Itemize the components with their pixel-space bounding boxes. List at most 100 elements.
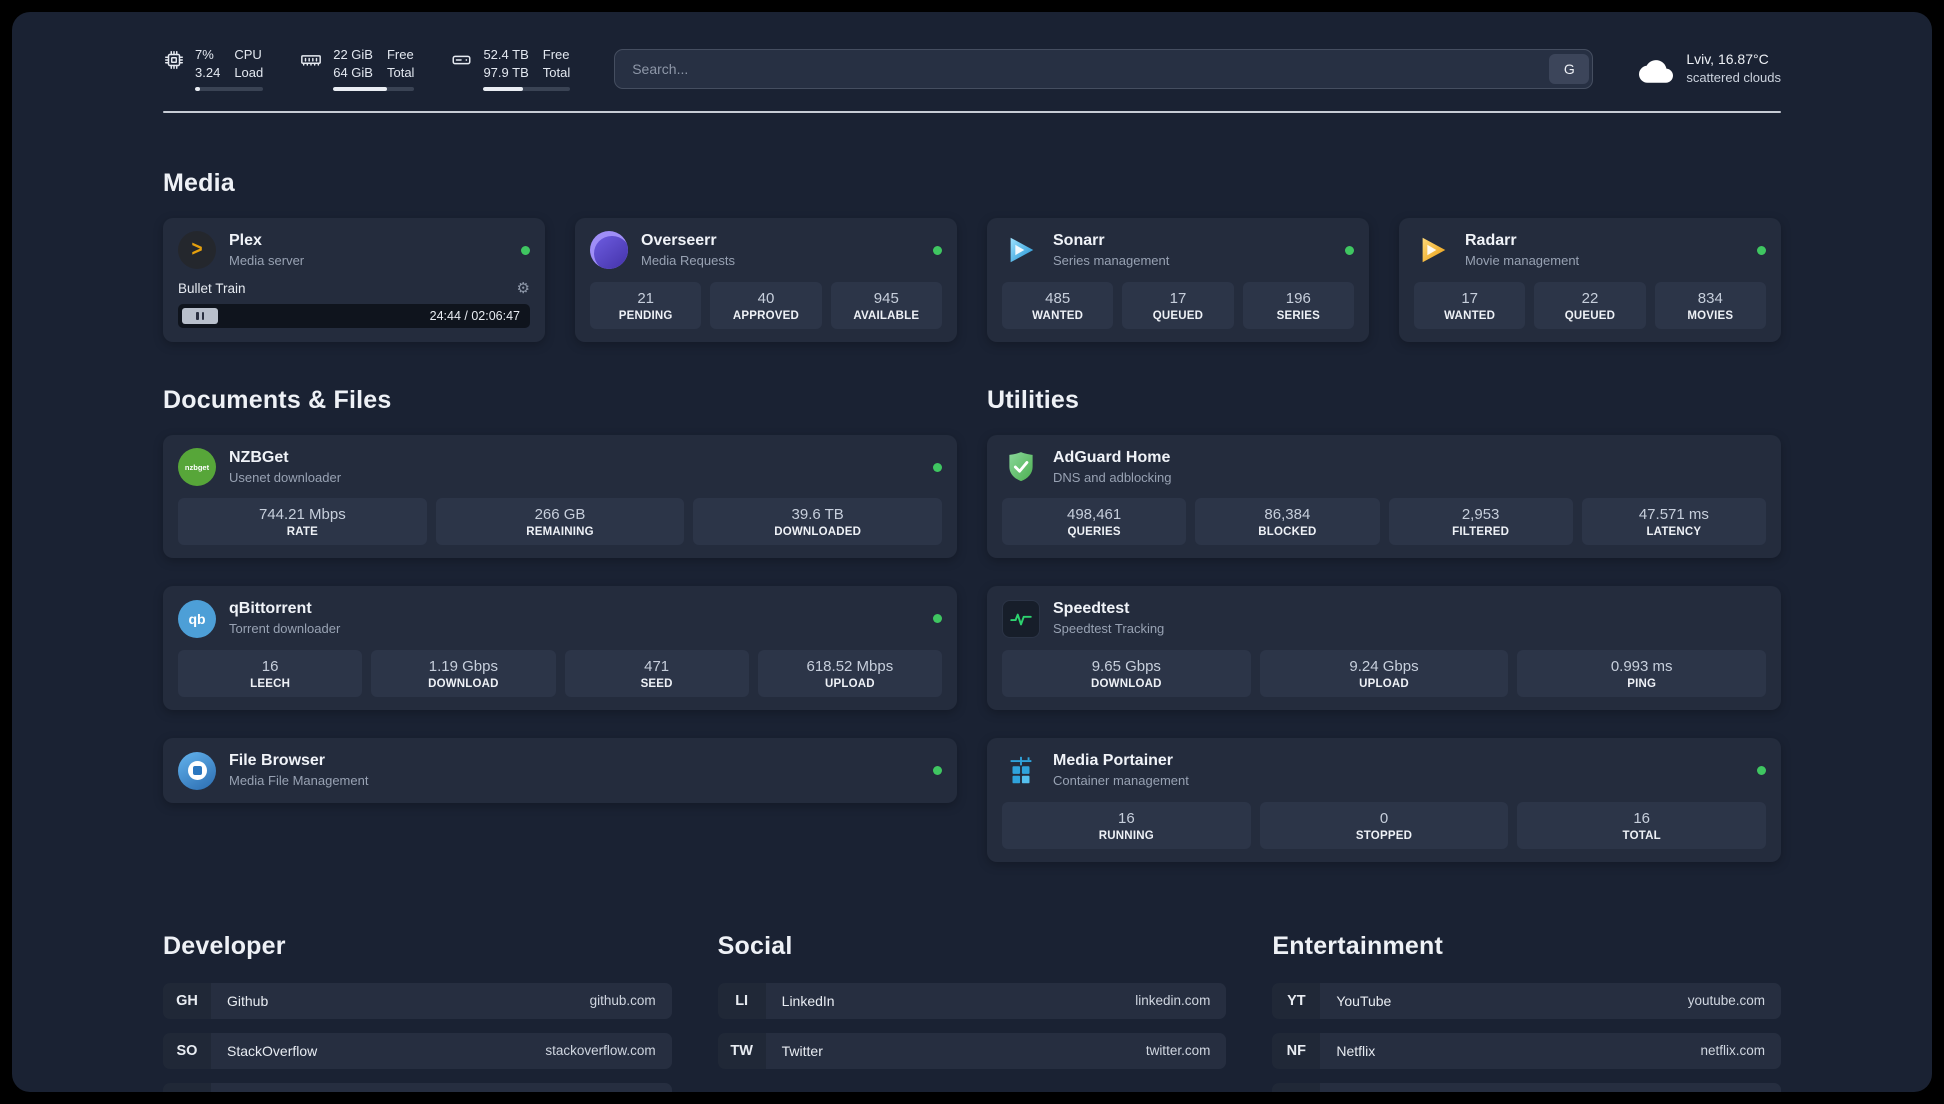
stat-box: 1.19 Gbps DOWNLOAD [371, 650, 556, 698]
stat-label: TOTAL [1622, 829, 1661, 842]
bookmark-github[interactable]: GH Github github.com [163, 982, 672, 1019]
service-name: AdGuard Home [1053, 448, 1171, 466]
stat-box: 471 SEED [564, 650, 749, 698]
bookmark-abbr: LI [717, 982, 766, 1019]
stat-value: 17 [1461, 289, 1478, 307]
stat-value: 16 [261, 658, 279, 676]
stat-label: DOWNLOAD [1091, 678, 1162, 691]
stat-value: 22 [1581, 289, 1599, 307]
stat-box: 196 SERIES [1242, 281, 1354, 329]
memory-free-label: Free [386, 47, 414, 62]
service-card-overseerr[interactable]: Overseerr Media Requests 21 PENDING 40 A… [575, 218, 957, 342]
bookmark-name: StackOverflow [227, 1042, 318, 1059]
section-title-developer: Developer [163, 931, 286, 960]
search-engine-button[interactable]: G [1549, 53, 1590, 84]
memory-monitor: 22 GiB 64 GiB Free Total [299, 46, 415, 92]
bookmark-netflix[interactable]: NF Netflix netflix.com [1272, 1032, 1781, 1069]
bookmark-group-social: Social LI LinkedIn linkedin.com TW Twitt… [717, 932, 1227, 1092]
status-dot [521, 245, 530, 255]
service-card-sonarr[interactable]: Sonarr Series management 485 WANTED 17 Q… [987, 218, 1369, 342]
bookmark-url: youtube.com [1687, 993, 1765, 1009]
bookmark-youtube[interactable]: YT YouTube youtube.com [1272, 982, 1781, 1019]
media-progress-bar[interactable]: 24:44 / 02:06:47 [178, 303, 530, 328]
stat-box: 17 WANTED [1414, 281, 1526, 329]
status-dot [1757, 245, 1766, 255]
stat-box: 834 MOVIES [1654, 281, 1766, 329]
service-subtitle: Speedtest Tracking [1053, 621, 1165, 637]
service-card-adguard[interactable]: AdGuard Home DNS and adblocking 498,461 … [987, 434, 1781, 559]
stat-label: RATE [286, 526, 318, 539]
stat-box: 22 QUEUED [1534, 281, 1646, 329]
service-name: Speedtest [1053, 600, 1130, 618]
bookmark-stackoverflow[interactable]: SO StackOverflow stackoverflow.com [163, 1032, 672, 1069]
service-card-plex[interactable]: > Plex Media server Bullet Train ⚙ 24:44… [163, 218, 545, 342]
stat-value: 86,384 [1264, 506, 1311, 524]
bookmark-reddit[interactable]: RE Reddit reddit.com [1272, 1082, 1781, 1092]
stat-box: 47.571 ms LATENCY [1581, 498, 1766, 546]
service-card-qbittorrent[interactable]: qb qBittorrent Torrent downloader 16 LEE… [163, 586, 957, 711]
service-name: File Browser [229, 752, 326, 770]
stat-label: APPROVED [732, 309, 800, 322]
search-input[interactable] [618, 60, 1550, 77]
service-name: Overseerr [641, 232, 717, 250]
service-card-radarr[interactable]: Radarr Movie management 17 WANTED 22 QUE… [1399, 218, 1781, 342]
search-bar[interactable]: G [614, 48, 1594, 89]
stat-value: 40 [757, 289, 775, 307]
service-subtitle: Container management [1053, 772, 1189, 788]
service-card-nzbget[interactable]: nzbget NZBGet Usenet downloader 744.21 M… [163, 434, 957, 559]
stat-label: REMAINING [526, 526, 594, 539]
stat-label: SEED [640, 678, 673, 691]
utilities-column: Utilities AdGuard Home [987, 386, 1781, 862]
disk-free-value: 52.4 TB [483, 47, 529, 62]
stat-value: 21 [637, 289, 654, 307]
gear-icon[interactable]: ⚙ [516, 279, 530, 297]
pause-icon [196, 311, 199, 320]
stat-box: 21 PENDING [590, 281, 702, 329]
stat-label: SERIES [1276, 309, 1321, 322]
stat-value: 485 [1045, 289, 1071, 307]
disk-usage-bar [483, 87, 571, 92]
section-title-media: Media [163, 169, 235, 198]
bookmark-abbr: SO [163, 1032, 211, 1069]
weather-widget[interactable]: Lviv, 16.87°C scattered clouds [1639, 49, 1781, 88]
bookmark-twitter[interactable]: TW Twitter twitter.com [717, 1032, 1227, 1069]
stat-box: 744.21 Mbps RATE [178, 498, 427, 546]
service-card-speedtest[interactable]: Speedtest Speedtest Tracking 9.65 Gbps D… [987, 586, 1781, 711]
service-subtitle: Media server [229, 252, 305, 268]
cpu-usage-value: 7% [195, 47, 214, 62]
service-name: NZBGet [229, 448, 289, 466]
bookmark-name: YouTube [1336, 992, 1392, 1009]
status-dot [933, 614, 942, 624]
section-title-utilities: Utilities [987, 385, 1080, 414]
disk-monitor: 52.4 TB 97.9 TB Free Total [450, 46, 571, 92]
stat-label: WANTED [1032, 309, 1084, 322]
stat-box: 266 GB REMAINING [435, 498, 685, 546]
nzbget-icon: nzbget [178, 448, 216, 487]
memory-total-label: Total [386, 64, 415, 80]
stat-value: 16 [1633, 809, 1651, 827]
weather-condition: scattered clouds [1686, 70, 1781, 86]
service-name: qBittorrent [229, 600, 312, 618]
bookmark-linkedin[interactable]: LI LinkedIn linkedin.com [717, 982, 1227, 1019]
stat-label: UPLOAD [824, 678, 875, 691]
service-name: Plex [229, 232, 262, 250]
status-dot [1757, 766, 1766, 775]
disk-total-value: 97.9 TB [483, 64, 529, 80]
service-card-portainer[interactable]: Media Portainer Container management 16 … [987, 738, 1781, 862]
stat-label: QUERIES [1067, 526, 1121, 539]
section-title-documents: Documents & Files [163, 385, 392, 414]
cpu-usage-bar [195, 87, 264, 92]
pause-button[interactable] [182, 307, 218, 324]
bookmark-abbr: DT [163, 1082, 211, 1092]
bookmark-dev[interactable]: DT DEV dev.to [163, 1082, 672, 1092]
service-subtitle: DNS and adblocking [1053, 469, 1172, 485]
stat-value: 2,953 [1461, 506, 1500, 524]
stat-label: FILTERED [1452, 526, 1510, 539]
stat-label: LEECH [250, 678, 291, 691]
service-subtitle: Usenet downloader [229, 469, 342, 485]
service-card-filebrowser[interactable]: File Browser Media File Management [163, 738, 957, 803]
playback-time: 24:44 / 02:06:47 [429, 308, 520, 323]
stat-value: 618.52 Mbps [806, 658, 894, 676]
disk-free-label: Free [542, 47, 570, 62]
